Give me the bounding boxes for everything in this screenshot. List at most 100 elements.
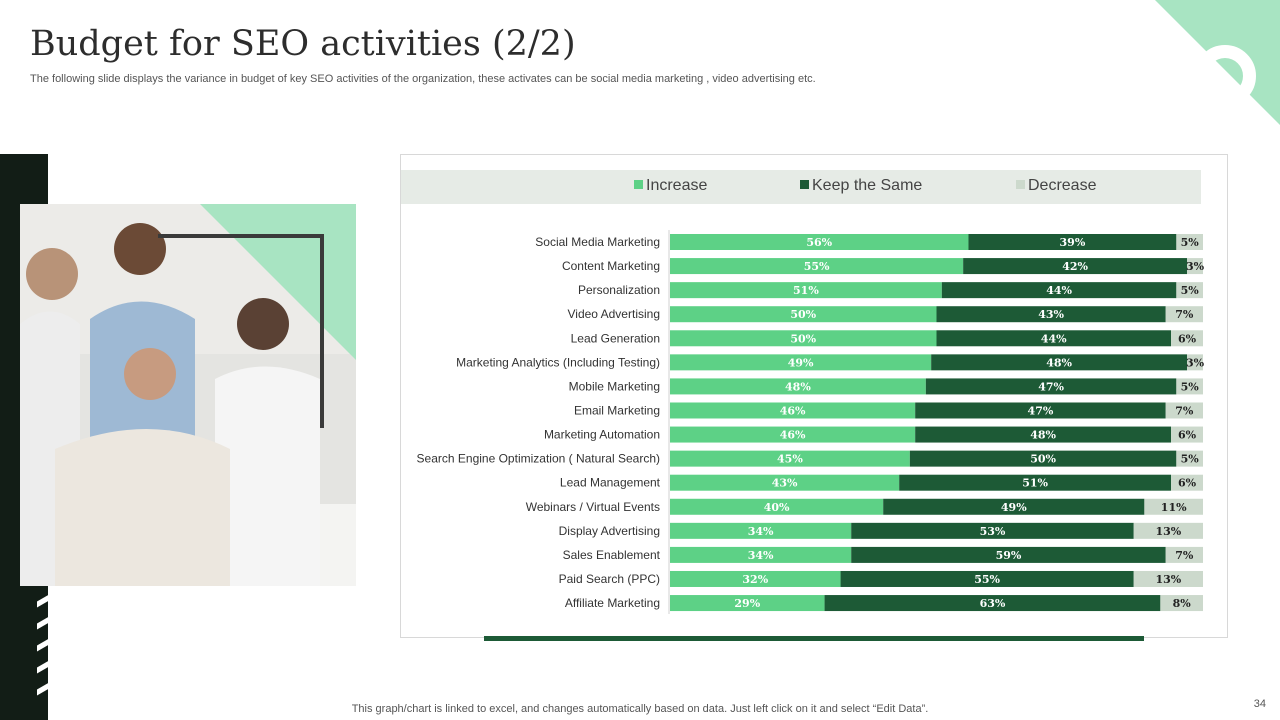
bar-keep	[851, 546, 1166, 563]
bar-keep	[936, 330, 1172, 347]
data-label-increase: 34%	[748, 525, 774, 538]
data-label-decrease: 3%	[1186, 260, 1205, 273]
data-label-keep: 53%	[980, 525, 1006, 538]
legend-swatch-keep	[800, 180, 809, 189]
data-label-keep: 63%	[980, 597, 1006, 610]
page-subtitle: The following slide displays the varianc…	[30, 73, 816, 85]
page-title: Budget for SEO activities (2/2)	[30, 24, 576, 64]
bar-increase	[670, 498, 884, 515]
bar-keep	[909, 450, 1177, 467]
bar-keep	[824, 595, 1161, 612]
bar-increase	[670, 258, 964, 275]
legend-swatch-increase	[634, 180, 643, 189]
data-label-decrease: 7%	[1175, 549, 1194, 562]
data-label-decrease: 5%	[1181, 380, 1200, 393]
bar-keep	[915, 426, 1172, 443]
bar-decrease	[1171, 330, 1203, 347]
category-label: Lead Generation	[571, 331, 660, 345]
data-label-increase: 29%	[734, 597, 760, 610]
bar-keep	[931, 354, 1188, 371]
bar-keep	[915, 402, 1166, 419]
data-label-increase: 32%	[742, 573, 768, 586]
bar-keep	[941, 282, 1177, 299]
category-label: Social Media Marketing	[535, 235, 660, 249]
data-label-decrease: 5%	[1181, 453, 1200, 466]
legend-increase: Increase	[634, 177, 707, 195]
data-label-keep: 42%	[1062, 260, 1088, 273]
legend-decrease: Decrease	[1016, 177, 1096, 195]
data-label-keep: 44%	[1046, 284, 1072, 297]
data-label-keep: 59%	[996, 549, 1022, 562]
data-label-decrease: 5%	[1181, 284, 1200, 297]
bar-decrease	[1176, 378, 1203, 395]
data-label-decrease: 6%	[1178, 429, 1197, 442]
bar-increase	[670, 330, 937, 347]
bar-keep	[840, 570, 1134, 587]
legend-label-keep: Keep the Same	[812, 177, 923, 194]
bar-decrease	[1144, 498, 1203, 515]
page-number: 34	[1253, 698, 1266, 710]
legend-keep-the-same: Keep the Same	[800, 177, 922, 195]
data-label-increase: 34%	[748, 549, 774, 562]
category-label: Video Advertising	[567, 307, 660, 321]
photo-frame-line	[158, 234, 324, 428]
data-label-increase: 56%	[806, 236, 832, 249]
category-label: Mobile Marketing	[569, 379, 660, 393]
bar-increase	[670, 522, 852, 539]
bar-decrease	[1165, 402, 1203, 419]
bar-increase	[670, 426, 916, 443]
data-label-increase: 55%	[804, 260, 830, 273]
category-label: Webinars / Virtual Events	[526, 500, 660, 514]
bar-keep	[899, 474, 1172, 491]
bar-keep	[968, 234, 1177, 250]
chart-accent-bar	[484, 636, 1144, 641]
bar-increase	[670, 546, 852, 563]
bar-decrease	[1165, 546, 1203, 563]
bar-keep	[883, 498, 1145, 515]
data-label-decrease: 13%	[1155, 573, 1181, 586]
data-label-increase: 50%	[790, 308, 816, 321]
legend-swatch-decrease	[1016, 180, 1025, 189]
bar-keep	[936, 306, 1166, 323]
data-label-keep: 48%	[1046, 356, 1072, 369]
data-label-decrease: 3%	[1186, 356, 1205, 369]
data-label-decrease: 8%	[1173, 597, 1192, 610]
data-label-decrease: 7%	[1175, 404, 1194, 417]
category-label: Personalization	[578, 283, 660, 297]
data-label-increase: 48%	[785, 380, 811, 393]
category-label: Marketing Analytics (Including Testing)	[456, 355, 660, 369]
bar-increase	[670, 595, 825, 612]
category-label: Email Marketing	[574, 403, 660, 417]
data-label-increase: 45%	[777, 453, 803, 466]
data-label-keep: 44%	[1041, 332, 1067, 345]
data-label-decrease: 6%	[1178, 477, 1197, 490]
category-label: Sales Enablement	[563, 548, 661, 562]
data-label-keep: 47%	[1038, 380, 1064, 393]
bar-increase	[670, 474, 900, 491]
bar-increase	[670, 450, 910, 467]
data-label-increase: 51%	[793, 284, 819, 297]
category-label: Paid Search (PPC)	[559, 572, 660, 586]
data-label-keep: 48%	[1030, 429, 1056, 442]
bar-keep	[963, 258, 1188, 275]
data-label-keep: 55%	[974, 573, 1000, 586]
data-label-keep: 51%	[1022, 477, 1048, 490]
category-label: Affiliate Marketing	[565, 596, 660, 610]
data-label-decrease: 6%	[1178, 332, 1197, 345]
bar-increase	[670, 570, 841, 587]
team-photo-icon	[20, 204, 356, 586]
bar-decrease	[1171, 426, 1203, 443]
bar-decrease	[1176, 234, 1203, 250]
bar-increase	[670, 354, 932, 371]
legend-label-decrease: Decrease	[1028, 177, 1097, 194]
bar-increase	[670, 234, 969, 250]
data-label-keep: 47%	[1028, 404, 1054, 417]
bar-increase	[670, 402, 916, 419]
category-label: Marketing Automation	[544, 428, 660, 442]
category-label: Content Marketing	[562, 259, 660, 273]
bar-decrease	[1160, 595, 1203, 612]
category-label: Display Advertising	[559, 524, 660, 538]
data-label-increase: 49%	[788, 356, 814, 369]
category-label: Search Engine Optimization ( Natural Sea…	[417, 452, 660, 466]
